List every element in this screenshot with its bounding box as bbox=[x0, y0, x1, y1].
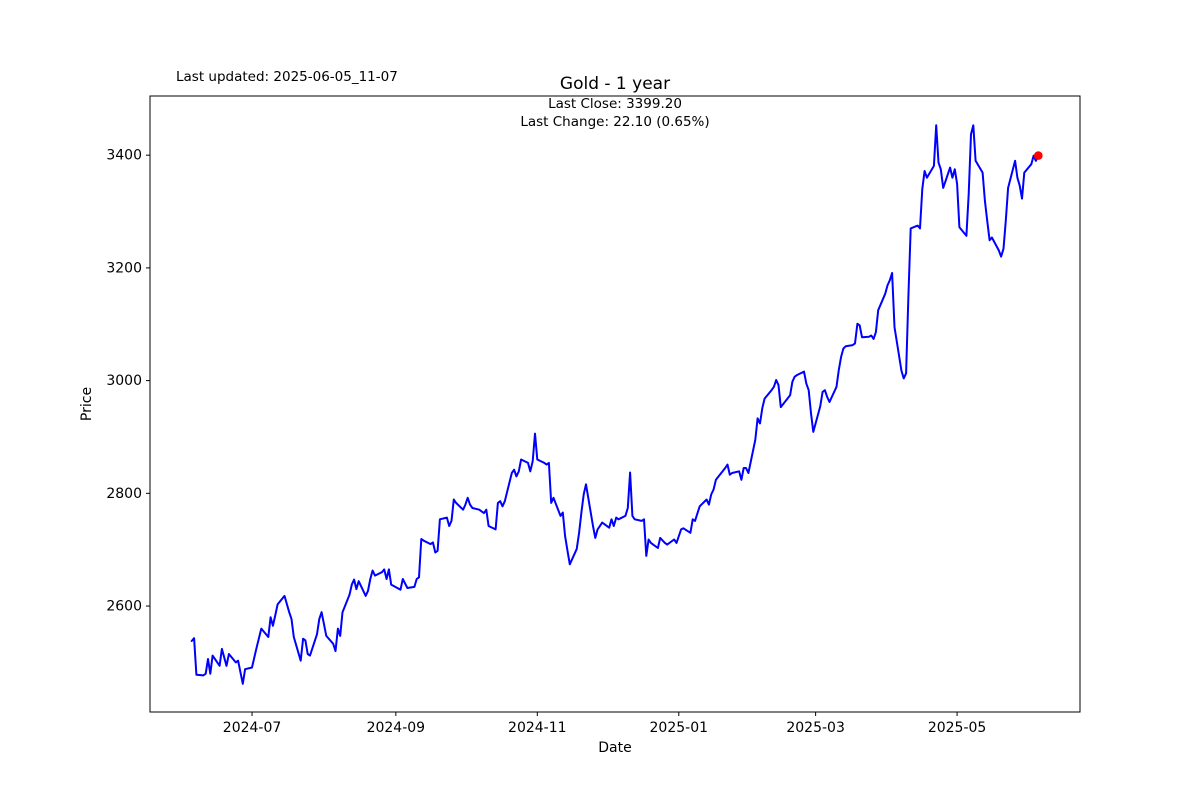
y-axis-ticks: 2600 2800 3000 3200 3400 bbox=[106, 148, 150, 615]
x-tick-label: 2025-05 bbox=[928, 720, 987, 736]
price-series-group bbox=[190, 124, 1043, 685]
last-change-annotation: Last Change: 22.10 (0.65%) bbox=[520, 114, 709, 130]
last-updated-label: Last updated: 2025-06-05_11-07 bbox=[176, 69, 398, 85]
price-line-series bbox=[190, 124, 1040, 685]
x-axis-ticks: 2024-07 2024-09 2024-11 2025-01 2025-03 2025-… bbox=[223, 712, 987, 736]
x-tick-label: 2025-01 bbox=[650, 720, 709, 736]
y-tick-label: 2600 bbox=[106, 599, 142, 615]
x-tick-label: 2024-09 bbox=[367, 720, 426, 736]
x-tick-label: 2025-03 bbox=[786, 720, 845, 736]
x-tick-label: 2024-11 bbox=[508, 720, 567, 736]
x-tick-label: 2024-07 bbox=[223, 720, 282, 736]
x-axis-label: Date bbox=[598, 740, 631, 756]
y-tick-label: 3200 bbox=[106, 260, 142, 276]
y-axis-label: Price bbox=[79, 387, 95, 421]
plot-border bbox=[149, 95, 1081, 713]
y-tick-label: 2800 bbox=[106, 486, 142, 502]
last-price-marker bbox=[1034, 151, 1043, 160]
last-close-annotation: Last Close: 3399.20 bbox=[548, 96, 682, 112]
y-tick-label: 3000 bbox=[106, 373, 142, 389]
chart-title: Gold - 1 year bbox=[560, 74, 670, 94]
y-tick-label: 3400 bbox=[106, 148, 142, 164]
